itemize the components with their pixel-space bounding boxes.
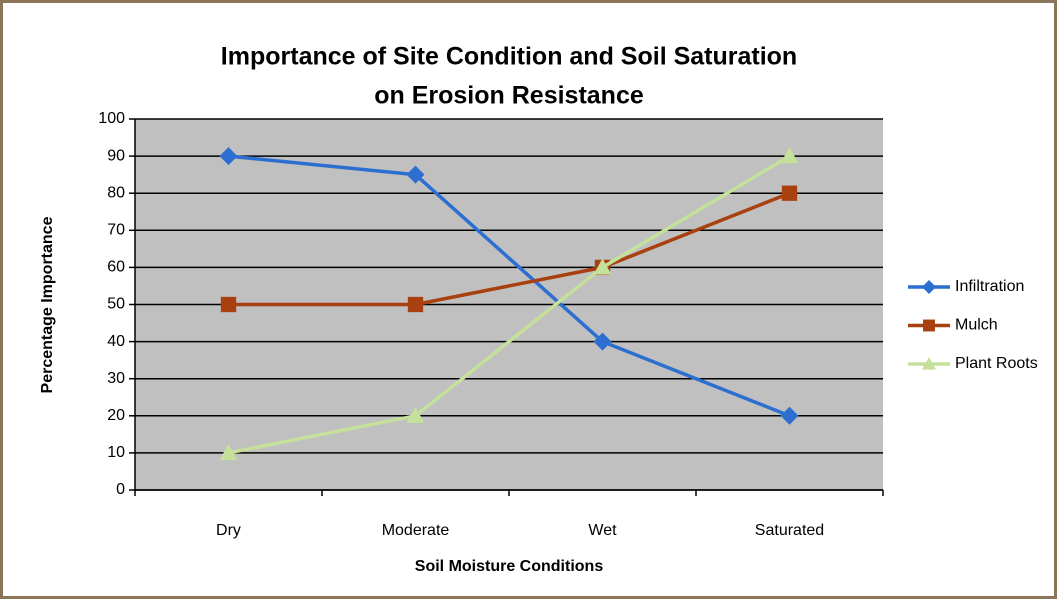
legend-marker	[922, 280, 936, 294]
series-line	[228, 154, 791, 418]
marker	[407, 296, 424, 313]
y-tick-label: 50	[107, 296, 125, 313]
y-axis-title: Percentage Importance	[39, 216, 56, 393]
x-tick-label: Dry	[216, 522, 241, 539]
chart-title: Importance of Site Condition and Soil Sa…	[221, 43, 797, 71]
marker	[219, 443, 238, 461]
legend-label: Plant Roots	[955, 355, 1038, 372]
x-axis-title: Soil Moisture Conditions	[415, 558, 604, 575]
y-tick-label: 80	[107, 184, 125, 201]
marker	[780, 406, 799, 425]
marker	[593, 332, 612, 351]
legend-marker	[923, 319, 935, 332]
series-line	[228, 191, 791, 307]
x-tick-label: Moderate	[382, 522, 450, 539]
y-tick-label: 90	[107, 147, 125, 164]
marker	[219, 147, 238, 166]
legend-label: Infiltration	[955, 278, 1024, 295]
x-tick-label: Wet	[588, 522, 617, 539]
marker	[406, 165, 425, 184]
y-tick-label: 40	[107, 333, 125, 350]
marker	[593, 258, 612, 275]
y-tick-label: 20	[107, 407, 125, 424]
marker	[406, 406, 425, 423]
legend-marker	[922, 357, 936, 370]
marker	[220, 296, 237, 313]
x-tick-label: Saturated	[755, 522, 824, 539]
y-tick-label: 0	[116, 481, 125, 498]
series-line	[228, 154, 791, 455]
y-tick-label: 30	[107, 370, 125, 387]
y-tick-label: 10	[107, 444, 125, 461]
marker	[781, 185, 798, 201]
legend-label: Mulch	[955, 317, 998, 334]
chart-title: on Erosion Resistance	[374, 82, 644, 110]
y-tick-label: 100	[98, 110, 125, 127]
y-tick-label: 60	[107, 259, 125, 276]
y-tick-label: 70	[107, 222, 125, 239]
marker	[780, 147, 799, 164]
